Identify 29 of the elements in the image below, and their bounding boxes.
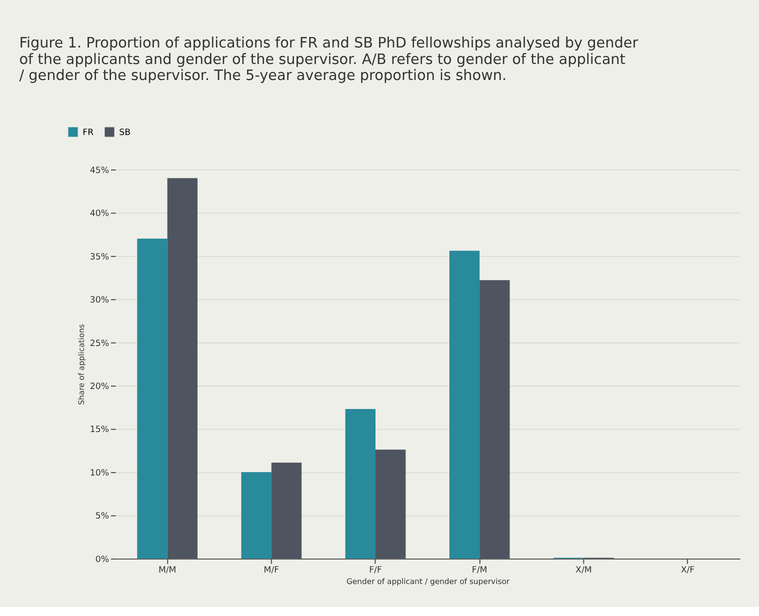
bar: [449, 250, 480, 559]
x-tick-label: X/F: [680, 566, 695, 576]
x-axis-title: Gender of applicant / gender of supervisor: [346, 577, 510, 586]
bar: [271, 462, 302, 559]
x-tick-label: M/M: [158, 566, 176, 576]
x-tick-label: X/M: [576, 566, 592, 576]
y-tick-label: 40%: [90, 209, 110, 220]
y-tick-label: 10%: [90, 468, 110, 478]
y-axis-title: Share of applications: [77, 324, 86, 405]
chart-title: Figure 1. Proportion of applications for FR and SB PhD fellowships analysed by gender of the applicants and gender of the supervisor. A/B refers to gender of the applicant / gender of the supervisor. The 5-year average proportion is shown.: [19, 35, 638, 84]
bar: [375, 450, 406, 559]
legend-label: FR: [82, 128, 94, 138]
x-tick-label: M/F: [264, 566, 280, 576]
y-tick-label: 45%: [90, 166, 110, 176]
y-tick-label: 25%: [90, 338, 110, 349]
legend-label: SB: [119, 128, 131, 138]
bar: [167, 178, 198, 559]
x-tick-label: F/M: [472, 566, 488, 576]
bar: [241, 472, 272, 559]
bar: [345, 408, 376, 559]
bar: [480, 280, 510, 559]
y-tick-label: 30%: [90, 296, 110, 306]
x-tick-label: F/F: [369, 566, 382, 576]
y-tick-label: 0%: [95, 554, 110, 565]
y-tick-label: 20%: [90, 382, 110, 392]
bar: [137, 238, 168, 559]
y-tick-label: 15%: [90, 425, 110, 436]
y-tick-label: 35%: [90, 252, 110, 262]
y-tick-label: 5%: [95, 512, 110, 522]
